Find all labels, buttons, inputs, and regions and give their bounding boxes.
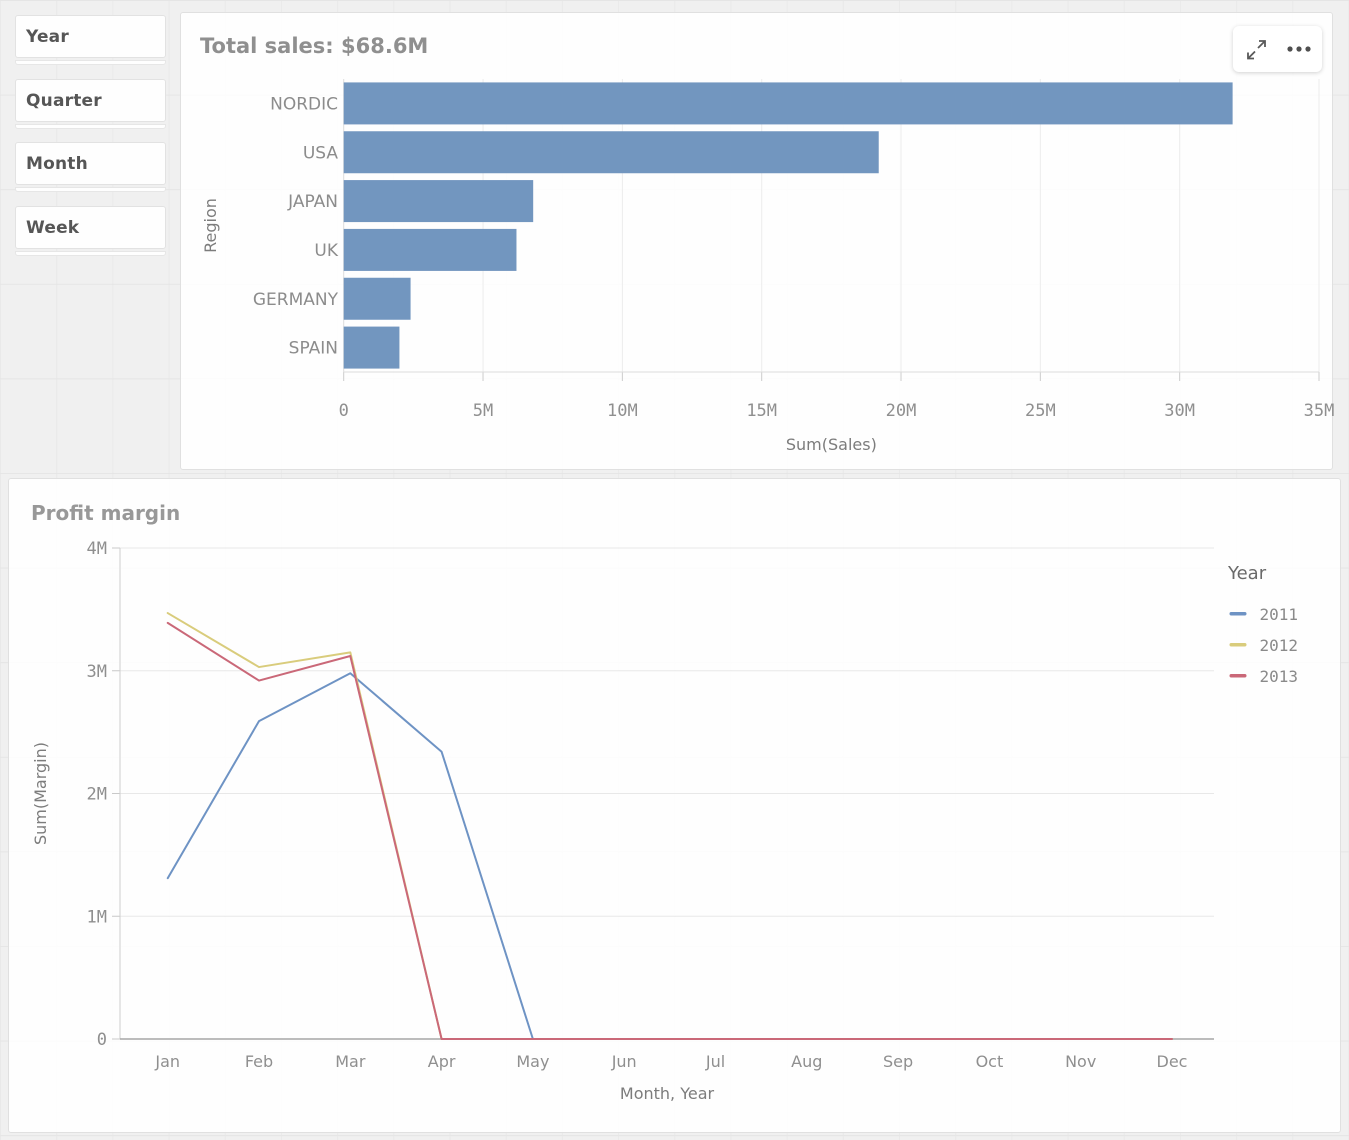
filter-week-label: Week [26, 217, 80, 238]
legend-swatch [1229, 674, 1247, 678]
filter-year-label: Year [26, 26, 69, 47]
sales-bar-chart: 0 5M 10M 15M 20M 25M 30M 35M NORDIC USA JAPAN UK GER… [201, 79, 1334, 454]
x-axis-title: Month, Year [620, 1084, 715, 1103]
filter-quarter-strip [15, 124, 166, 129]
legend-item-2013[interactable]: 2013 [1229, 667, 1299, 686]
expand-button[interactable] [1238, 29, 1276, 69]
x-tick-label: Feb [245, 1052, 273, 1071]
bar-japan[interactable] [343, 180, 534, 223]
x-tick-label: Nov [1065, 1052, 1096, 1071]
x-tick-label: Jul [705, 1052, 725, 1071]
filter-month-box[interactable]: Month [15, 142, 166, 185]
filter-year-strip [15, 60, 166, 65]
bar-spain[interactable] [343, 326, 400, 369]
x-tick-label: Jun [611, 1052, 637, 1071]
bar-category-label: UK [314, 241, 338, 261]
x-tick-label: 5M [473, 401, 493, 421]
filter-year[interactable]: Year [15, 15, 166, 65]
chart-toolbar [1233, 26, 1322, 72]
x-tick-label: Sep [883, 1052, 913, 1071]
y-tick-label: 0 [97, 1030, 107, 1050]
legend-swatch [1229, 612, 1247, 616]
legend-title: Year [1227, 563, 1267, 584]
x-tick-label: 10M [607, 401, 638, 421]
x-tick-label: 20M [886, 401, 917, 421]
x-tick-label: Jan [154, 1052, 180, 1071]
sales-chart-card: Total sales: $68.6M 0 5M 10M 15M 20M 25M 30M 35… [180, 12, 1334, 470]
filter-month-strip [15, 187, 166, 192]
series-line-2013[interactable] [166, 621, 1173, 1040]
y-tick-label: 1M [87, 907, 107, 927]
legend-label: 2013 [1260, 667, 1299, 686]
filter-quarter[interactable]: Quarter [15, 79, 166, 129]
y-tick-label: 2M [87, 785, 107, 805]
bar-category-label: SPAIN [289, 339, 338, 359]
legend-swatch [1229, 643, 1247, 647]
x-tick-label: May [516, 1052, 549, 1071]
x-tick-label: Oct [976, 1052, 1004, 1071]
y-axis-title: Sum(Margin) [31, 742, 50, 845]
y-tick-label: 4M [87, 539, 107, 559]
series-line-2012[interactable] [166, 612, 1173, 1040]
x-tick-label: 0 [339, 401, 349, 421]
bar-category-label: JAPAN [287, 192, 338, 212]
filter-week-box[interactable]: Week [15, 206, 166, 249]
x-tick-label: Aug [791, 1052, 822, 1071]
bar-category-label: USA [303, 143, 339, 163]
filter-week[interactable]: Week [15, 206, 166, 256]
filter-quarter-box[interactable]: Quarter [15, 79, 166, 122]
x-tick-label: Apr [428, 1052, 456, 1071]
filter-quarter-label: Quarter [26, 90, 102, 111]
profit-margin-card: Profit margin 0 1M 2M 3M 4M Jan Feb Mar Apr May Ju… [8, 478, 1341, 1133]
profit-margin-title: Profit margin [31, 501, 181, 525]
x-tick-label: 35M [1304, 401, 1334, 421]
x-tick-label: 25M [1025, 401, 1056, 421]
more-options-button[interactable] [1280, 29, 1318, 69]
filter-month-label: Month [26, 153, 88, 174]
x-tick-label: 15M [746, 401, 777, 421]
y-tick-label: 3M [87, 662, 107, 682]
legend-item-2011[interactable]: 2011 [1229, 605, 1299, 624]
more-options-icon [1286, 46, 1311, 52]
expand-icon [1247, 39, 1266, 59]
legend-label: 2012 [1260, 636, 1299, 655]
legend-item-2012[interactable]: 2012 [1229, 636, 1299, 655]
bar-uk[interactable] [343, 228, 517, 271]
bar-category-label: GERMANY [253, 290, 339, 310]
y-axis-title: Region [201, 198, 220, 253]
legend-label: 2011 [1260, 605, 1299, 624]
x-tick-label: 30M [1164, 401, 1195, 421]
x-axis-title: Sum(Sales) [786, 435, 877, 454]
filter-year-box[interactable]: Year [15, 15, 166, 58]
x-tick-label: Dec [1157, 1052, 1188, 1071]
profit-margin-line-chart: 0 1M 2M 3M 4M Jan Feb Mar Apr May Jun Jul Aug Sep Oct N… [31, 539, 1299, 1103]
x-tick-label: Mar [335, 1052, 366, 1071]
bar-category-label: NORDIC [270, 94, 338, 114]
bar-nordic[interactable] [343, 82, 1233, 125]
sales-chart-title: Total sales: $68.6M [200, 34, 429, 58]
filter-month[interactable]: Month [15, 142, 166, 192]
bar-usa[interactable] [343, 131, 879, 174]
series-line-2011[interactable] [166, 672, 1173, 1040]
filter-week-strip [15, 251, 166, 256]
bar-germany[interactable] [343, 277, 411, 320]
